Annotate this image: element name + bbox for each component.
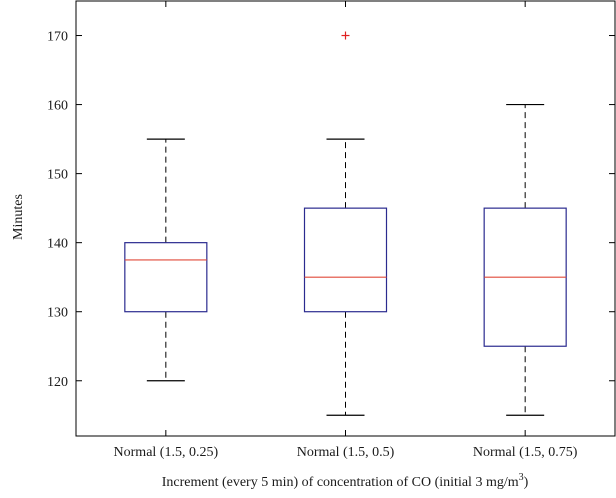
box-group — [483, 103, 567, 416]
x-axis-title-suffix: ) — [524, 475, 529, 490]
iqr-box — [124, 242, 208, 313]
iqr-box — [303, 207, 388, 313]
y-tick-label: 160 — [47, 99, 68, 114]
y-axis-title: Minutes — [11, 194, 26, 240]
y-tick-label: 120 — [47, 375, 68, 390]
y-tick-label: 130 — [47, 306, 68, 321]
x-axis-title-main: Increment (every 5 min) of concentration… — [162, 475, 519, 490]
x-tick-label: Normal (1.5, 0.75) — [473, 445, 578, 460]
x-tick-label: Normal (1.5, 0.25) — [114, 445, 219, 460]
boxes — [124, 31, 567, 416]
box-group — [124, 138, 208, 382]
x-tick-label: Normal (1.5, 0.5) — [297, 445, 395, 460]
x-axis-title: Increment (every 5 min) of concentration… — [162, 472, 529, 490]
axes: 120 130 140 150 160 170 Normal (1.5, 0.25) Norm… — [47, 0, 616, 460]
x-axis-title-superscript: 3 — [519, 472, 524, 483]
y-tick-label: 170 — [47, 30, 68, 45]
plot-frame — [75, 0, 616, 437]
y-tick-label: 140 — [47, 237, 68, 252]
y-tick-label: 150 — [47, 168, 68, 183]
box-group — [303, 31, 388, 416]
